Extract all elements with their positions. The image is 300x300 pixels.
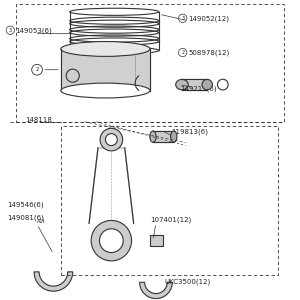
Bar xyxy=(150,235,164,246)
Bar xyxy=(16,4,284,122)
Ellipse shape xyxy=(171,131,177,142)
Ellipse shape xyxy=(150,131,156,142)
Ellipse shape xyxy=(202,80,212,90)
Polygon shape xyxy=(89,148,134,224)
Text: 149052(12): 149052(12) xyxy=(188,16,229,22)
Ellipse shape xyxy=(61,83,150,98)
Text: 119813(6): 119813(6) xyxy=(171,129,208,135)
Polygon shape xyxy=(153,131,174,142)
Circle shape xyxy=(91,220,132,261)
Circle shape xyxy=(100,128,123,151)
Polygon shape xyxy=(34,272,73,291)
Bar xyxy=(61,126,278,275)
Text: 508978(12): 508978(12) xyxy=(188,50,229,56)
Circle shape xyxy=(105,134,117,146)
Text: A1t: A1t xyxy=(37,219,46,224)
Text: 2: 2 xyxy=(181,50,184,55)
Polygon shape xyxy=(61,49,150,91)
Text: 149053(6): 149053(6) xyxy=(16,28,52,34)
Text: 3: 3 xyxy=(9,28,12,33)
Ellipse shape xyxy=(61,41,150,56)
Text: 107401(12): 107401(12) xyxy=(150,216,191,223)
Polygon shape xyxy=(182,80,207,90)
Ellipse shape xyxy=(176,80,188,90)
Text: 149215(6): 149215(6) xyxy=(180,85,216,92)
Polygon shape xyxy=(140,282,172,298)
Text: 149546(6): 149546(6) xyxy=(7,202,44,208)
Circle shape xyxy=(100,229,123,253)
Text: 3: 3 xyxy=(181,16,184,21)
Text: 2: 2 xyxy=(35,67,39,72)
Text: 149081(6): 149081(6) xyxy=(7,215,44,221)
Text: UKC3500(12): UKC3500(12) xyxy=(165,279,211,285)
Text: 148118: 148118 xyxy=(25,117,52,123)
